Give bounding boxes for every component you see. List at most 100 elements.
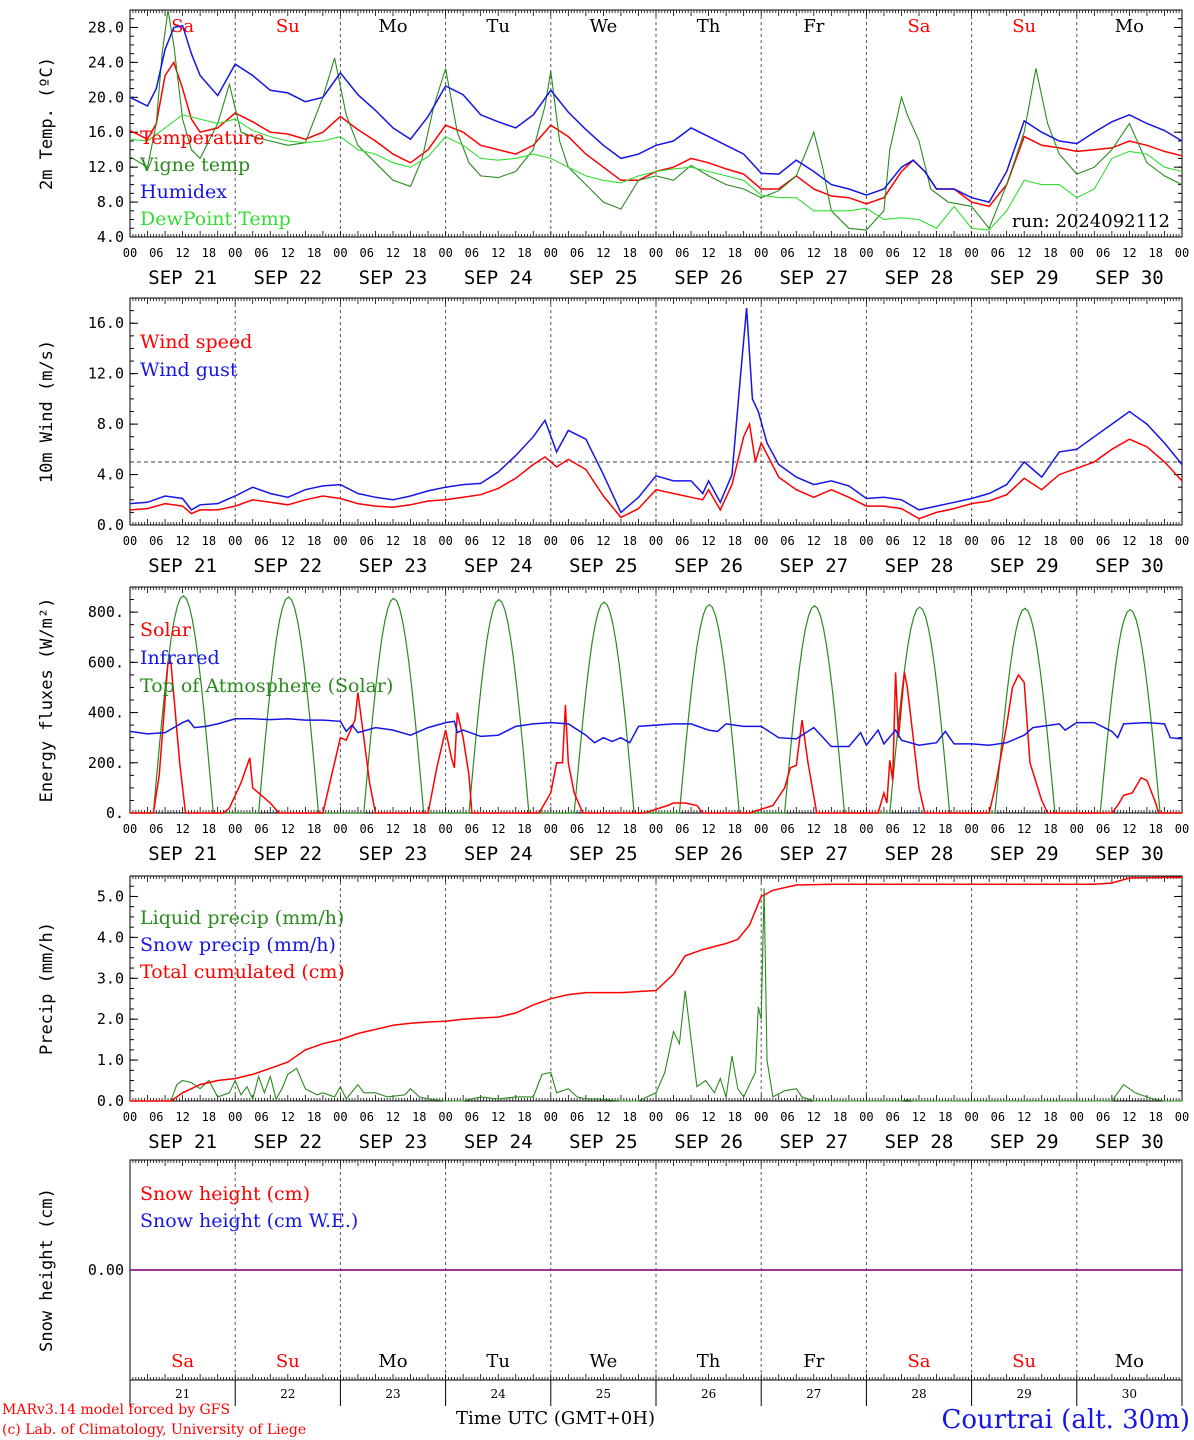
hour-tick-label: 12 bbox=[807, 534, 821, 548]
y-tick-label: 4.0 bbox=[97, 928, 124, 946]
hour-tick-label: 06 bbox=[1096, 822, 1110, 836]
hour-tick-label: 00 bbox=[649, 246, 663, 260]
hour-tick-label: 00 bbox=[1175, 534, 1189, 548]
y-tick-label: 4.0 bbox=[97, 466, 124, 484]
hour-tick-label: 12 bbox=[807, 822, 821, 836]
hour-tick-label: 00 bbox=[1070, 822, 1084, 836]
date-label: SEP 24 bbox=[464, 1131, 533, 1153]
hour-tick-label: 18 bbox=[307, 1110, 321, 1124]
hour-tick-label: 06 bbox=[1096, 1110, 1110, 1124]
hour-tick-label: 06 bbox=[254, 246, 268, 260]
hour-tick-label: 06 bbox=[149, 534, 163, 548]
date-label: SEP 22 bbox=[253, 843, 322, 865]
day-number-label: 26 bbox=[701, 1387, 716, 1401]
y-tick-label: 0. bbox=[106, 804, 124, 822]
series-line-liquid-precip-mm-h bbox=[130, 888, 1182, 1102]
y-axis-label: 2m Temp. (ºC) bbox=[37, 57, 57, 190]
hour-tick-label: 00 bbox=[438, 246, 452, 260]
hour-tick-label: 12 bbox=[807, 1110, 821, 1124]
date-label: SEP 30 bbox=[1095, 1131, 1164, 1153]
weekday-label: Mo bbox=[378, 1351, 407, 1372]
hour-tick-label: 00 bbox=[859, 822, 873, 836]
hour-tick-label: 00 bbox=[123, 246, 137, 260]
hour-tick-label: 00 bbox=[1175, 822, 1189, 836]
hour-tick-label: 06 bbox=[254, 822, 268, 836]
precip-panel: 0.0 1.0 2.0 3.0 4.0 5.0 Precip (mm/h) 00 06 12 18 0… bbox=[37, 875, 1189, 1153]
hour-tick-label: 00 bbox=[964, 534, 978, 548]
hour-tick-label: 18 bbox=[728, 822, 742, 836]
day-number-label: 23 bbox=[385, 1387, 400, 1401]
legend-liquid-precip-mm-h: Liquid precip (mm/h) bbox=[140, 907, 344, 929]
legend-top-of-atmosphere-solar: Top of Atmosphere (Solar) bbox=[140, 675, 393, 697]
day-number-label: 21 bbox=[175, 1387, 190, 1401]
date-label: SEP 23 bbox=[359, 267, 428, 289]
date-label: SEP 23 bbox=[359, 555, 428, 577]
date-label: SEP 27 bbox=[779, 267, 848, 289]
date-label: SEP 21 bbox=[148, 267, 217, 289]
y-tick-label: 12.0 bbox=[88, 158, 124, 176]
model-credit: MARv3.14 model forced by GFS bbox=[2, 1402, 230, 1418]
hour-tick-label: 12 bbox=[912, 822, 926, 836]
date-label: SEP 29 bbox=[990, 555, 1059, 577]
hour-tick-label: 00 bbox=[123, 534, 137, 548]
day-number-label: 30 bbox=[1122, 1387, 1137, 1401]
legend-temperature: Temperature bbox=[140, 127, 264, 149]
legend-solar: Solar bbox=[140, 619, 192, 641]
hour-tick-label: 18 bbox=[307, 822, 321, 836]
date-label: SEP 28 bbox=[885, 555, 954, 577]
weekday-label: Fr bbox=[803, 16, 824, 37]
legend-vigne-temp: Vigne temp bbox=[139, 154, 250, 176]
weekday-label: Sa bbox=[171, 1351, 194, 1372]
date-label: SEP 24 bbox=[464, 843, 533, 865]
hour-tick-label: 18 bbox=[833, 1110, 847, 1124]
y-axis-label: 10m Wind (m/s) bbox=[37, 340, 57, 483]
series-line-total-cumulated-cm bbox=[130, 876, 1183, 1102]
snow-height-panel: 0.00 Snow height (cm) Sa 21 Su 22 Mo 23 Tu 24 We 25… bbox=[37, 1159, 1183, 1406]
y-tick-label: 5.0 bbox=[97, 887, 124, 905]
hour-tick-label: 00 bbox=[964, 246, 978, 260]
hour-tick-label: 00 bbox=[438, 1110, 452, 1124]
hour-tick-label: 18 bbox=[1043, 1110, 1057, 1124]
y-tick-label: 20.0 bbox=[88, 88, 124, 106]
hour-tick-label: 00 bbox=[859, 1110, 873, 1124]
y-tick-label: 8.0 bbox=[97, 415, 124, 433]
hour-tick-label: 18 bbox=[307, 246, 321, 260]
hour-tick-label: 12 bbox=[596, 246, 610, 260]
date-label: SEP 25 bbox=[569, 1131, 638, 1153]
date-label: SEP 25 bbox=[569, 843, 638, 865]
hour-tick-label: 06 bbox=[991, 822, 1005, 836]
hour-tick-label: 12 bbox=[1017, 534, 1031, 548]
hour-tick-label: 18 bbox=[833, 534, 847, 548]
hour-tick-label: 12 bbox=[175, 1110, 189, 1124]
date-label: SEP 22 bbox=[253, 267, 322, 289]
hour-tick-label: 18 bbox=[1043, 246, 1057, 260]
hour-tick-label: 18 bbox=[833, 246, 847, 260]
hour-tick-label: 18 bbox=[517, 246, 531, 260]
hour-tick-label: 18 bbox=[202, 246, 216, 260]
x-axis-title: Time UTC (GMT+0H) bbox=[456, 1408, 655, 1429]
y-tick-label: 0.00 bbox=[88, 1261, 124, 1279]
hour-tick-label: 00 bbox=[228, 1110, 242, 1124]
weekday-label: Tu bbox=[486, 16, 510, 37]
hour-tick-label: 06 bbox=[885, 246, 899, 260]
hour-tick-label: 18 bbox=[1043, 822, 1057, 836]
hour-tick-label: 12 bbox=[807, 246, 821, 260]
y-tick-label: 200. bbox=[88, 754, 124, 772]
series-line-top-of-atmosphere-solar bbox=[130, 594, 1182, 814]
weekday-label: Tu bbox=[486, 1351, 510, 1372]
hour-tick-label: 18 bbox=[517, 822, 531, 836]
hour-tick-label: 06 bbox=[465, 1110, 479, 1124]
station-name: Courtrai (alt. 30m) bbox=[942, 1405, 1191, 1435]
hour-tick-label: 00 bbox=[754, 246, 768, 260]
y-tick-label: 8.0 bbox=[97, 193, 124, 211]
y-tick-label: 0.0 bbox=[97, 1092, 124, 1110]
hour-tick-label: 12 bbox=[701, 246, 715, 260]
hour-tick-label: 06 bbox=[885, 1110, 899, 1124]
hour-tick-label: 18 bbox=[1148, 246, 1162, 260]
date-label: SEP 29 bbox=[990, 843, 1059, 865]
hour-tick-label: 18 bbox=[622, 246, 636, 260]
weekday-label: We bbox=[590, 16, 618, 37]
day-number-label: 22 bbox=[280, 1387, 295, 1401]
hour-tick-label: 12 bbox=[1122, 246, 1136, 260]
hour-tick-label: 18 bbox=[728, 246, 742, 260]
